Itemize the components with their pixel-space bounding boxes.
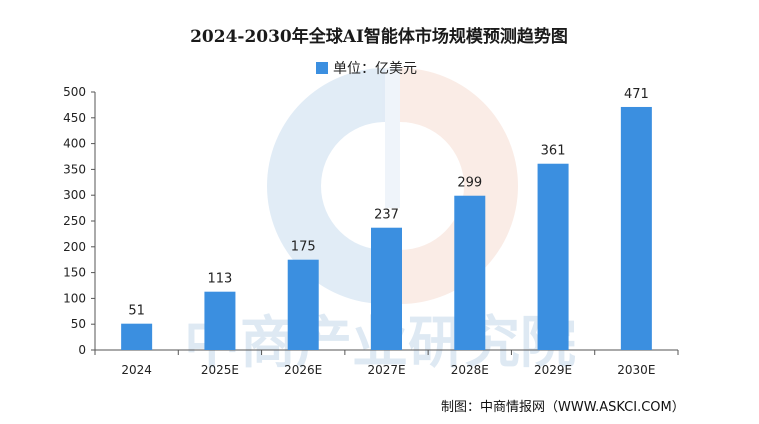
legend-label: 单位：亿美元	[333, 61, 417, 77]
bar	[537, 163, 569, 350]
axes: 0 50 100 150 200 250 300 350 400 450 500 2024 2025E 2…	[63, 85, 679, 377]
x-tick-label: 2030E	[617, 363, 655, 377]
y-tick-label: 150	[63, 266, 86, 280]
bars	[121, 106, 652, 351]
bar	[371, 227, 402, 350]
bar	[454, 195, 486, 350]
bar	[620, 106, 652, 351]
bar	[121, 323, 153, 350]
chart-title: 2024-2030年全球AI智能体市场规模预测趋势图	[190, 26, 568, 47]
y-tick-label: 250	[63, 214, 86, 228]
bar	[204, 291, 236, 350]
data-label: 471	[624, 87, 649, 102]
data-label: 51	[128, 304, 145, 319]
x-tick-label: 2029E	[534, 363, 572, 377]
watermark-logo-icon	[267, 68, 518, 304]
y-tick-label: 50	[71, 317, 86, 331]
y-tick-label: 500	[63, 85, 86, 99]
y-tick-label: 200	[63, 240, 86, 254]
data-labels: 51 113 175 237 299 361 471	[128, 87, 648, 319]
y-tick-label: 0	[78, 343, 86, 357]
x-tick-label: 2025E	[201, 363, 239, 377]
x-tick-label: 2026E	[284, 363, 322, 377]
x-tick-label: 2024	[121, 363, 152, 377]
source-note: 制图：中商情报网（WWW.ASKCI.COM）	[441, 400, 685, 415]
y-tick-label: 400	[63, 137, 86, 151]
bar	[287, 259, 319, 350]
y-tick-label: 300	[63, 188, 86, 202]
data-label: 237	[374, 208, 399, 223]
data-label: 299	[457, 176, 482, 191]
data-label: 113	[208, 272, 233, 287]
legend: 单位：亿美元	[316, 61, 417, 77]
legend-swatch	[316, 62, 328, 74]
x-tick-label: 2027E	[367, 363, 405, 377]
data-label: 175	[291, 240, 316, 255]
x-tick-label: 2028E	[451, 363, 489, 377]
y-tick-label: 350	[63, 162, 86, 176]
y-tick-label: 450	[63, 111, 86, 125]
y-tick-label: 100	[63, 291, 86, 305]
data-label: 361	[541, 144, 566, 159]
